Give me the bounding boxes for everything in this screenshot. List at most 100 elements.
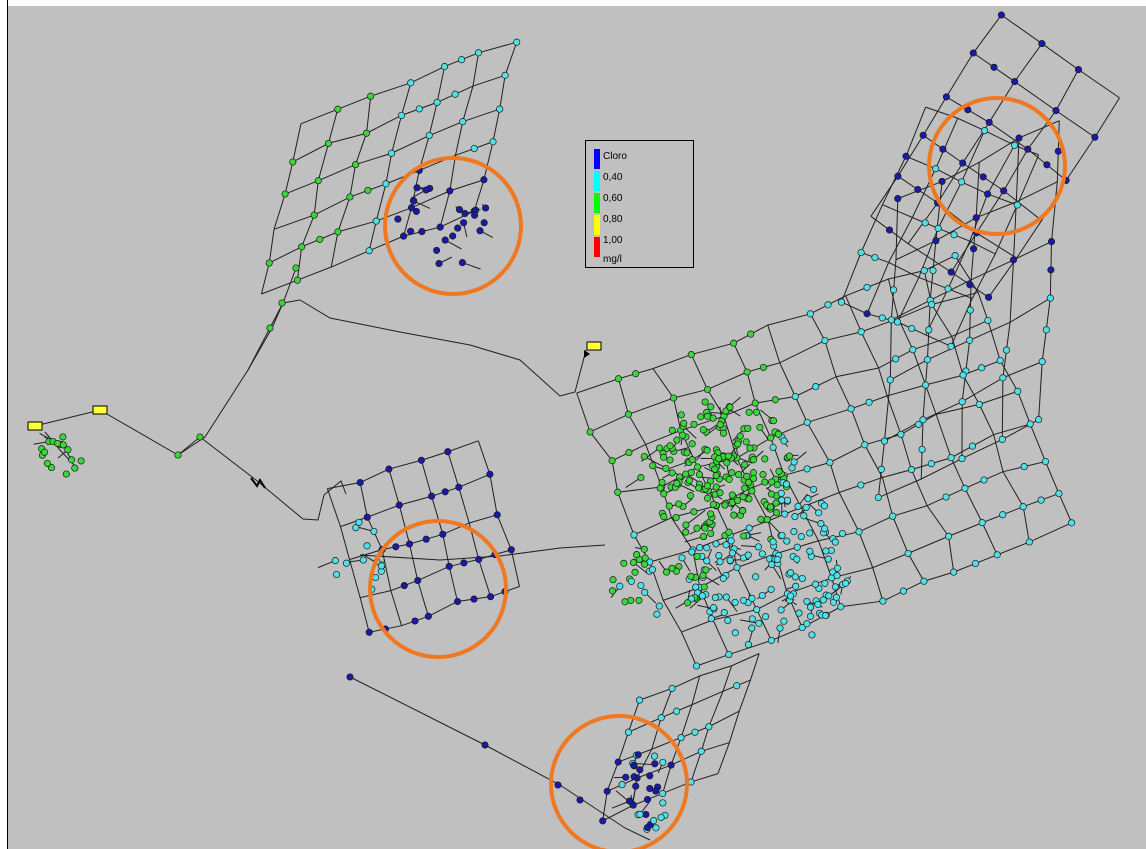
junction-node (364, 186, 372, 194)
junction-node (806, 547, 814, 555)
pipe (907, 43, 1043, 244)
junction-node (755, 619, 763, 627)
junction-node (998, 435, 1006, 443)
junction-node (698, 592, 706, 600)
junction-node (959, 371, 967, 379)
junction-node (899, 587, 907, 595)
junction-node (700, 583, 708, 591)
junction-node (972, 214, 980, 222)
junction-node (1042, 326, 1050, 334)
junction-node (346, 673, 354, 681)
junction-node (877, 465, 885, 473)
tank-icon[interactable] (92, 405, 108, 415)
junction-node (1035, 416, 1043, 424)
junction-node (1038, 40, 1046, 48)
junction-node (890, 286, 898, 294)
junction-node (687, 468, 695, 476)
junction-node (806, 310, 814, 318)
pipe (696, 522, 1072, 667)
junction-node (1052, 107, 1060, 115)
junction-node (919, 131, 927, 139)
junction-node (624, 410, 632, 418)
pipe (685, 509, 706, 526)
junction-node (289, 158, 297, 166)
junction-node (1047, 238, 1056, 246)
junction-node (879, 597, 887, 605)
junction-node (769, 538, 777, 546)
junction-node (1014, 387, 1022, 395)
tank-icon[interactable] (27, 421, 43, 431)
junction-node (767, 434, 775, 442)
junction-node (655, 602, 663, 610)
junction-node (77, 457, 85, 465)
junction-node (444, 448, 452, 456)
junction-node (806, 603, 815, 611)
chlorine-legend[interactable]: Cloro 0,40 0,60 0,80 1,00 mg/l (585, 140, 694, 268)
tank-icon[interactable] (586, 341, 602, 351)
junction-node (1013, 201, 1021, 209)
junction-node (460, 559, 468, 567)
junction-node (857, 481, 865, 489)
junction-node (642, 810, 650, 819)
junction-node (728, 469, 736, 477)
junction-node (627, 577, 635, 585)
junction-node (889, 512, 897, 520)
junction-node (460, 219, 468, 227)
junction-node (576, 796, 584, 804)
junction-node (749, 469, 757, 477)
junction-node (929, 266, 937, 275)
junction-node (385, 465, 393, 473)
junction-node (723, 459, 731, 467)
junction-node (670, 394, 678, 402)
junction-node (476, 227, 484, 235)
junction-node (733, 563, 741, 572)
junction-node (412, 207, 420, 215)
junction-node (687, 351, 695, 359)
junction-node (377, 562, 386, 570)
legend-tick: 0,40 (603, 172, 623, 183)
junction-node (697, 413, 705, 421)
junction-node (990, 63, 998, 71)
junction-node (599, 817, 607, 825)
junction-node (196, 433, 204, 441)
junction-node (699, 571, 707, 579)
junction-node (298, 243, 306, 251)
junction-node (746, 444, 754, 452)
highlight-circle (368, 519, 508, 659)
valve-icon[interactable] (584, 350, 590, 358)
junction-node (769, 417, 778, 425)
pipe (349, 676, 651, 841)
junction-node (938, 177, 946, 185)
junction-node (707, 477, 715, 485)
junction-node (927, 460, 935, 468)
junction-node (798, 574, 806, 583)
junction-node (771, 396, 779, 404)
junction-node (678, 554, 686, 562)
legend-tick: 0,60 (603, 193, 623, 204)
junction-node (803, 465, 811, 473)
junction-node (999, 374, 1007, 382)
junction-node (646, 784, 654, 793)
junction-node (773, 481, 781, 489)
pipe (34, 409, 347, 521)
junction-node (608, 457, 616, 465)
junction-node (794, 502, 802, 510)
junction-node (445, 562, 453, 570)
junction-node (695, 484, 703, 492)
junction-node (752, 408, 761, 416)
junction-node (1000, 187, 1008, 195)
junction-node (716, 421, 724, 429)
pipe (576, 255, 956, 394)
junction-node (470, 144, 478, 153)
junction-node (777, 489, 785, 497)
pump-icon[interactable] (250, 477, 266, 489)
junction-node (682, 528, 690, 536)
junction-node (947, 268, 955, 276)
junction-node (471, 211, 479, 219)
junction-node (333, 570, 341, 579)
junction-node (863, 283, 871, 291)
junction-node (451, 90, 459, 98)
junction-node (753, 606, 761, 614)
